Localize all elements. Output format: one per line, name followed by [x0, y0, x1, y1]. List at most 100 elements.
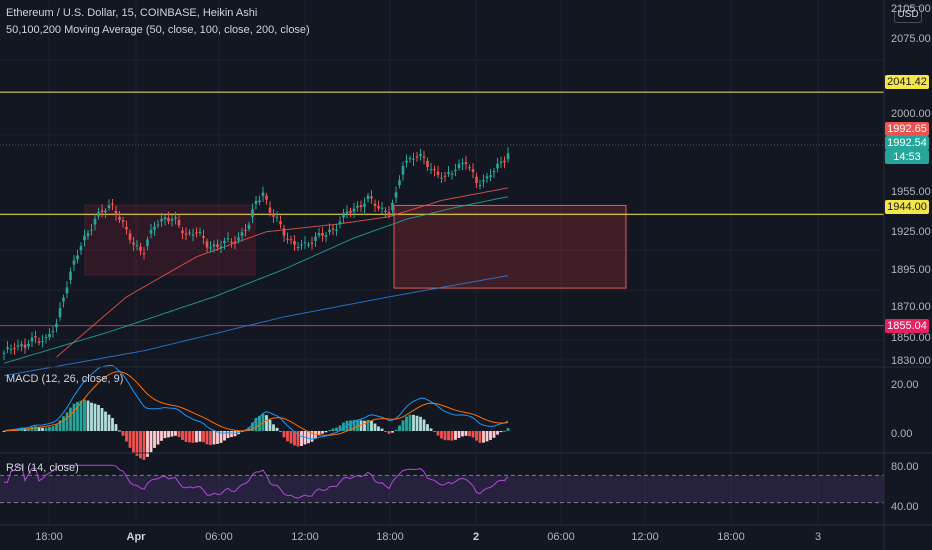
candle-body: [83, 235, 86, 241]
macd-histogram-bar: [156, 431, 160, 445]
macd-histogram-bar: [324, 431, 328, 433]
macd-histogram-bar: [321, 431, 324, 434]
candle-body: [27, 343, 30, 347]
candle-body: [86, 233, 90, 236]
macd-histogram-bar: [254, 418, 258, 431]
candle-body: [433, 169, 436, 171]
candle-body: [272, 213, 275, 217]
ma-indicator-legend[interactable]: 50,100,200 Moving Average (50, close, 10…: [6, 24, 310, 36]
candle-body: [125, 226, 128, 230]
candle-body: [181, 230, 184, 234]
candle-body: [212, 244, 216, 247]
candle-body: [65, 287, 69, 294]
candle-body: [349, 210, 352, 213]
macd-histogram-bar: [132, 431, 135, 453]
last-price-green-label: 1992.54: [885, 136, 929, 150]
macd-histogram-bar: [202, 431, 205, 443]
candle-body: [142, 253, 146, 255]
candle-body: [387, 212, 391, 216]
candle-body: [205, 241, 209, 248]
macd-histogram-bar: [272, 424, 275, 431]
candle-body: [167, 217, 170, 222]
macd-histogram-bar: [41, 427, 44, 431]
macd-histogram-bar: [195, 431, 198, 443]
candle-body: [398, 180, 401, 186]
price-axis-tick: 1830.00: [891, 355, 931, 367]
macd-histogram-bar: [44, 427, 48, 431]
macd-histogram-bar: [93, 403, 97, 431]
candle-body: [247, 224, 251, 229]
candle-series: [2, 147, 510, 360]
candle-body: [90, 229, 93, 231]
macd-histogram-bar: [342, 422, 345, 431]
horizontal-levels: [0, 91, 884, 327]
macd-legend[interactable]: MACD (12, 26, close, 9): [6, 373, 124, 385]
macd-histogram-bar: [412, 414, 415, 431]
macd-histogram-bar: [359, 420, 363, 431]
macd-histogram-bar: [265, 415, 268, 431]
macd-histogram-bar: [440, 431, 443, 439]
candle-body: [198, 231, 202, 233]
macd-histogram-bar: [230, 431, 233, 438]
macd-histogram-bar: [23, 428, 27, 431]
candle-body: [422, 156, 426, 158]
macd-histogram-bar: [219, 431, 223, 443]
candle-body: [237, 237, 240, 241]
candle-body: [251, 209, 254, 218]
macd-histogram-bar: [226, 431, 230, 439]
candle-body: [254, 200, 258, 204]
macd-histogram-bar: [454, 431, 457, 440]
symbol-title[interactable]: Ethereum / U.S. Dollar, 15, COINBASE, He…: [6, 7, 258, 19]
candle-body: [415, 156, 419, 158]
support-lower-price-label: 1855.04: [885, 319, 929, 333]
macd-histogram-bar: [2, 431, 6, 432]
macd-histogram-bar: [503, 430, 506, 432]
candle-body: [454, 169, 457, 171]
candle-body: [314, 236, 317, 242]
candle-body: [342, 212, 345, 218]
macd-histogram-bar: [296, 431, 300, 447]
candle-body: [174, 217, 177, 219]
macd-histogram-bar: [489, 431, 492, 440]
candle-body: [293, 240, 296, 245]
macd-histogram-bar: [90, 402, 93, 431]
macd-axis-tick: 20.00: [891, 379, 919, 391]
candle-body: [121, 220, 125, 222]
candle-body: [230, 241, 233, 243]
candle-body: [324, 235, 328, 237]
ma-line: [3, 275, 509, 377]
candle-body: [268, 207, 272, 213]
candle-body: [492, 171, 496, 173]
candle-body: [97, 212, 100, 217]
candle-body: [356, 205, 359, 208]
macd-histogram-bar: [380, 428, 384, 431]
candle-body: [156, 224, 160, 226]
macd-histogram-bar: [499, 431, 503, 433]
time-axis-tick: 18:00: [717, 531, 745, 543]
macd-histogram-bar: [300, 431, 303, 446]
candle-body: [146, 239, 149, 247]
macd-histogram-bar: [139, 431, 142, 459]
candle-body: [37, 341, 41, 343]
candle-body: [34, 336, 37, 338]
macd-histogram-bar: [107, 414, 111, 431]
candle-body: [76, 255, 79, 260]
macd-histogram-bar: [181, 431, 184, 440]
candle-body: [328, 229, 331, 233]
rsi-legend[interactable]: RSI (14, close): [6, 462, 79, 474]
candle-body: [114, 211, 118, 216]
macd-histogram-bar: [209, 431, 212, 446]
macd-histogram-bar: [468, 431, 471, 437]
macd-histogram-bar: [135, 431, 139, 456]
macd-histogram-bar: [188, 431, 191, 443]
moving-averages: [3, 187, 509, 377]
macd-histogram-bar: [163, 431, 167, 439]
macd-histogram-bar: [387, 431, 391, 434]
candle-body: [258, 200, 261, 203]
macd-histogram-bar: [335, 427, 338, 431]
time-axis-tick: 12:00: [291, 531, 319, 543]
candle-body: [289, 239, 293, 241]
rsi-pane: [0, 464, 884, 504]
currency-button[interactable]: USD: [894, 6, 922, 23]
